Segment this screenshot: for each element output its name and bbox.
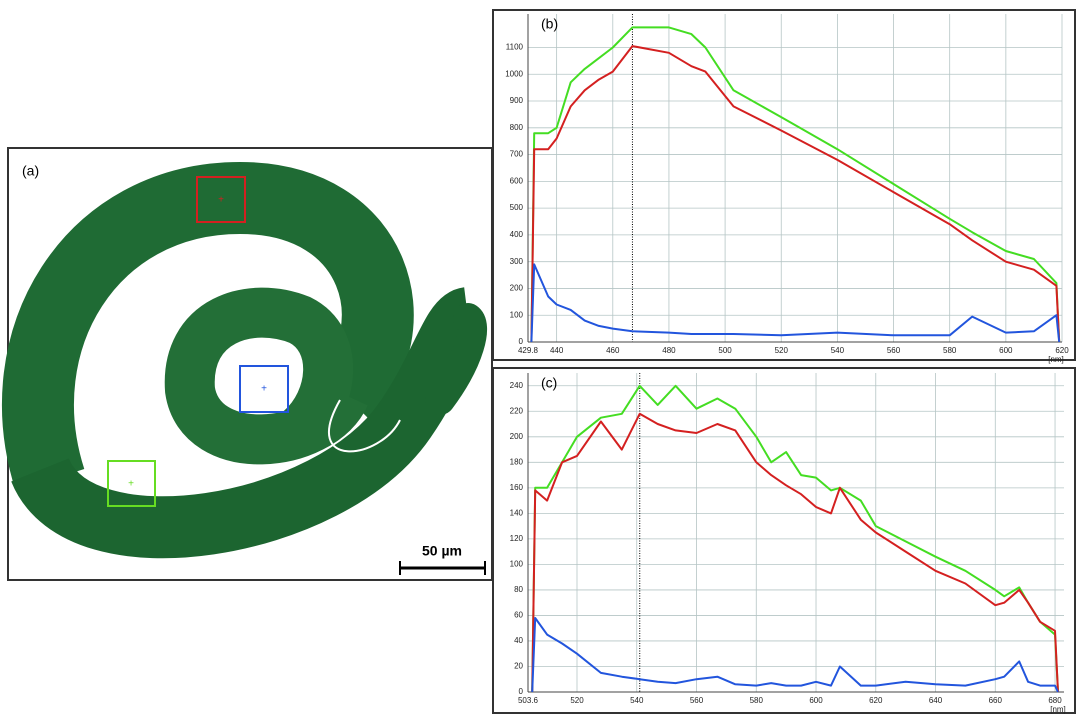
panel-frame <box>492 9 1076 361</box>
x-axis-label: [nm] <box>1048 355 1064 364</box>
worm-tail <box>425 303 488 415</box>
x-tick-label: 600 <box>809 696 823 705</box>
x-tick-label: 540 <box>831 346 845 355</box>
series-line <box>531 617 1059 693</box>
x-tick-label: 620 <box>1055 346 1069 355</box>
x-tick-label: 460 <box>606 346 620 355</box>
x-tick-label: 580 <box>943 346 957 355</box>
x-tick-label: 503.6 <box>518 696 539 705</box>
roi-cross: + <box>218 195 224 206</box>
panel-frame <box>492 367 1076 714</box>
y-tick-label: 140 <box>510 508 524 517</box>
y-tick-label: 120 <box>510 534 524 543</box>
x-tick-label: 640 <box>929 696 943 705</box>
y-tick-label: 20 <box>514 662 523 671</box>
roi-red <box>196 176 246 223</box>
x-tick-label: 600 <box>999 346 1013 355</box>
y-tick-label: 1000 <box>505 69 523 78</box>
roi-green <box>107 460 156 507</box>
series-line <box>530 26 1061 343</box>
y-tick-label: 200 <box>510 432 524 441</box>
y-tick-label: 180 <box>510 457 524 466</box>
x-tick-label: 560 <box>887 346 901 355</box>
scale-bar-label: 50 µm <box>422 543 462 559</box>
y-tick-label: 700 <box>510 150 524 159</box>
y-tick-label: 800 <box>510 123 524 132</box>
worm-body <box>11 287 485 559</box>
series-line <box>531 384 1059 693</box>
y-tick-label: 200 <box>510 284 524 293</box>
panel-label: (c) <box>541 375 557 391</box>
y-tick-label: 60 <box>514 611 523 620</box>
y-tick-label: 300 <box>510 257 524 266</box>
x-axis-label: [nm] <box>1050 705 1066 714</box>
panel-a: + + + (a) 50 µm <box>1 147 493 581</box>
x-tick-label: 540 <box>630 696 644 705</box>
worm-body <box>1 161 414 491</box>
y-tick-label: 900 <box>510 96 524 105</box>
worm-body <box>164 287 368 465</box>
series-line <box>530 263 1061 343</box>
y-tick-label: 1100 <box>506 43 524 52</box>
roi-cross: + <box>128 479 134 490</box>
y-tick-label: 240 <box>510 381 524 390</box>
x-tick-label: 520 <box>775 346 789 355</box>
x-tick-label: 440 <box>550 346 564 355</box>
x-tick-label: 520 <box>570 696 584 705</box>
panel-label: (a) <box>22 163 39 179</box>
x-tick-label: 560 <box>690 696 704 705</box>
y-tick-label: 0 <box>519 687 524 696</box>
x-tick-label: 480 <box>662 346 676 355</box>
y-tick-label: 220 <box>510 406 524 415</box>
y-tick-label: 600 <box>510 176 524 185</box>
series-line <box>530 45 1061 343</box>
roi-cross: + <box>261 384 267 395</box>
y-tick-label: 400 <box>510 230 524 239</box>
series-line <box>531 412 1059 693</box>
roi-blue <box>239 365 289 413</box>
x-tick-label: 620 <box>869 696 883 705</box>
y-tick-label: 100 <box>510 560 524 569</box>
x-tick-label: 500 <box>718 346 732 355</box>
gap <box>327 399 401 453</box>
x-tick-label: 660 <box>989 696 1003 705</box>
y-tick-label: 80 <box>514 585 523 594</box>
x-tick-label: 680 <box>1048 696 1062 705</box>
y-tick-label: 0 <box>519 337 524 346</box>
y-tick-label: 40 <box>514 636 523 645</box>
y-tick-label: 500 <box>510 203 524 212</box>
y-tick-label: 100 <box>510 310 524 319</box>
y-tick-label: 160 <box>510 483 524 492</box>
panel-label: (b) <box>541 16 558 32</box>
x-tick-label: 429.8 <box>518 346 539 355</box>
x-tick-label: 580 <box>750 696 764 705</box>
